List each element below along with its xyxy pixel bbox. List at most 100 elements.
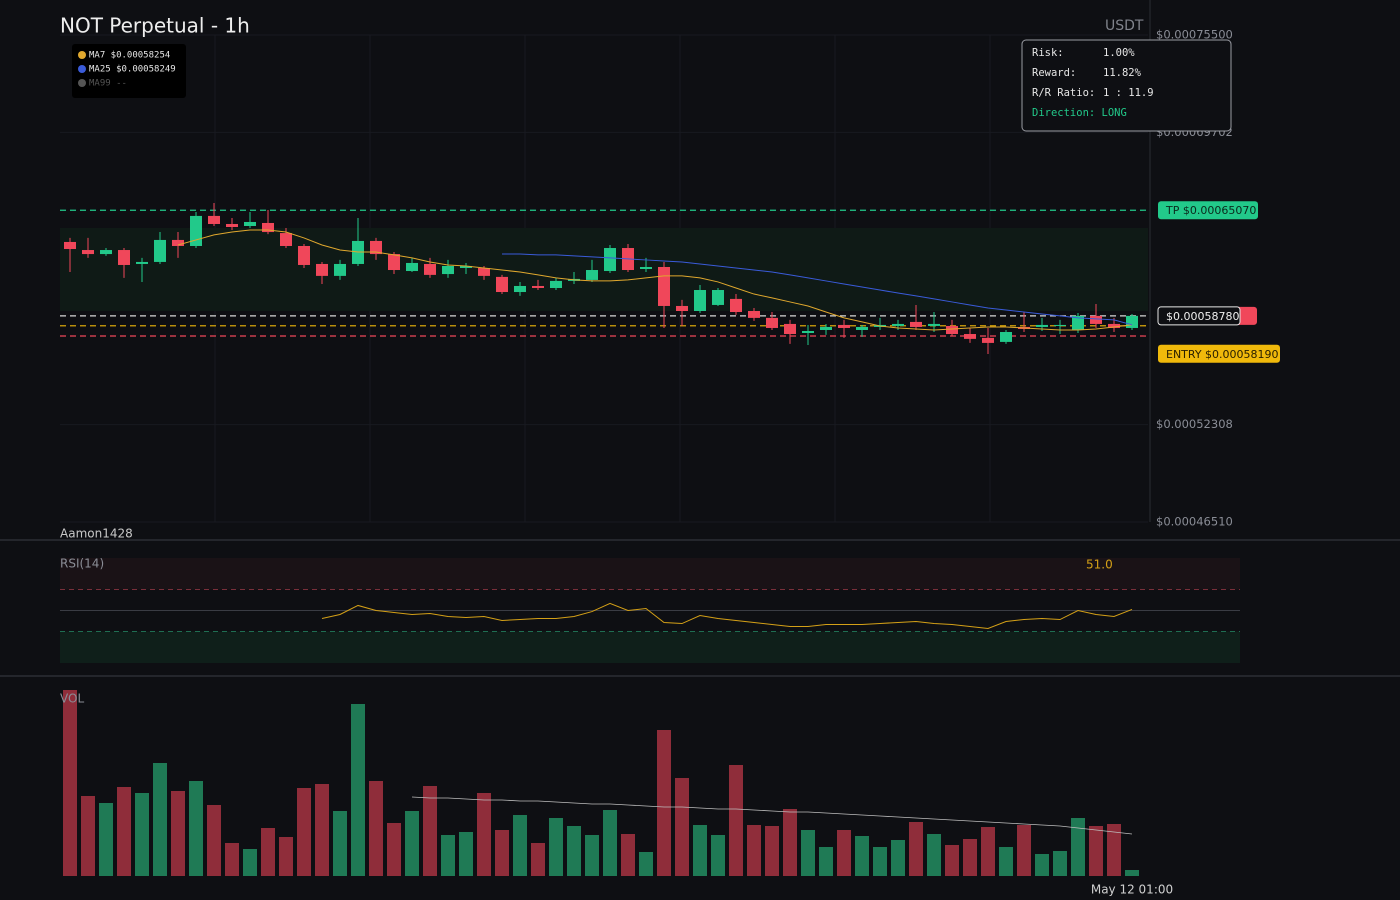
volume-bar: [243, 849, 257, 876]
volume-bar: [621, 834, 635, 876]
candle-body: [1072, 315, 1084, 330]
candle-body: [82, 250, 94, 255]
y-tick-label: $0.00052308: [1156, 417, 1233, 431]
candle-body: [712, 290, 724, 305]
volume-bar: [477, 793, 491, 876]
volume-bar: [567, 826, 581, 876]
volume-bar: [297, 788, 311, 876]
volume-bar: [459, 832, 473, 876]
legend-label: MA7 $0.00058254: [89, 51, 170, 61]
volume-bar: [963, 839, 977, 876]
candle-body: [406, 262, 418, 272]
candle-body: [784, 323, 796, 335]
author: Aamon1428: [60, 527, 133, 541]
legend-swatch: [78, 65, 86, 73]
reward-value: 11.82%: [1103, 67, 1142, 79]
candle-body: [460, 265, 472, 269]
candle-body: [658, 266, 670, 306]
volume-bar: [693, 825, 707, 876]
candle-body: [1000, 332, 1012, 342]
volume-bar: [1053, 851, 1067, 876]
volume-bar: [585, 835, 599, 876]
candle-body: [172, 239, 184, 246]
candle-body: [820, 326, 832, 330]
candle-body: [100, 250, 112, 255]
volume-bar: [135, 793, 149, 876]
candle-body: [244, 221, 256, 227]
volume-bar: [495, 830, 509, 876]
candle-body: [64, 241, 76, 250]
current-label: $0.00058780: [1166, 310, 1239, 323]
volume-bar: [783, 809, 797, 876]
candle-body: [766, 317, 778, 328]
overbought-zone: [60, 558, 1240, 590]
candle-body: [154, 239, 166, 262]
legend-swatch: [78, 79, 86, 87]
candle-body: [532, 285, 544, 288]
volume-bar: [117, 787, 131, 876]
rsi-line: [321, 602, 1133, 629]
volume-bar: [639, 852, 653, 876]
legend: MA7 $0.00058254 MA25 $0.00058249 MA99 --: [72, 44, 186, 98]
candle-body: [1090, 315, 1102, 324]
candle-body: [496, 276, 508, 293]
candle-body: [1054, 324, 1066, 326]
volume-bar: [99, 803, 113, 876]
tp-badge: [1158, 201, 1258, 220]
quote-currency: USDT: [1105, 18, 1144, 34]
x-tick-label: May 12 01:00: [1091, 883, 1173, 897]
volume-ma-line: [411, 796, 1133, 835]
volume-bar: [891, 840, 905, 876]
rsi-value-label: 51.0: [1086, 558, 1113, 572]
volume-bar: [333, 811, 347, 876]
candle-body: [964, 334, 976, 339]
candle-body: [982, 337, 994, 343]
legend-label: MA25 $0.00058249: [89, 65, 176, 75]
candle-body: [928, 323, 940, 326]
candle-body: [676, 305, 688, 312]
y-tick-label: $0.00046510: [1156, 515, 1233, 529]
volume-bar: [1089, 826, 1103, 876]
volume-title: VOL: [60, 692, 84, 706]
candle-body: [1108, 323, 1120, 328]
candle-body: [370, 240, 382, 255]
volume-bar: [765, 826, 779, 876]
y-tick-label: $0.00075500: [1156, 28, 1233, 42]
volume-bar: [423, 786, 437, 876]
candle-body: [892, 323, 904, 326]
volume-bar: [657, 730, 671, 876]
ma-line: [177, 229, 1133, 331]
candle-body: [442, 265, 454, 275]
volume-bar: [207, 805, 221, 876]
candle-body: [946, 325, 958, 335]
candle-body: [910, 321, 922, 327]
candle-body: [226, 223, 238, 228]
volume-bar: [1035, 854, 1049, 876]
candle-body: [748, 311, 760, 318]
volume-bar: [81, 796, 95, 876]
volume-bar: [1125, 870, 1139, 876]
direction: Direction: LONG: [1032, 107, 1127, 119]
candle-body: [856, 326, 868, 330]
volume-bar: [819, 847, 833, 876]
volume-bar: [549, 818, 563, 876]
candle-body: [838, 324, 850, 328]
volume-bar: [945, 845, 959, 876]
rr-value: 1 : 11.9: [1103, 87, 1154, 99]
volume-bar: [711, 835, 725, 876]
volume-bar: [675, 778, 689, 876]
rr-key: R/R Ratio:: [1032, 87, 1095, 99]
volume-bar: [387, 823, 401, 876]
candle-body: [424, 263, 436, 275]
volume-bar: [369, 781, 383, 876]
volume-bar: [225, 843, 239, 876]
ma-line: [502, 253, 1133, 326]
candle-body: [640, 266, 652, 270]
volume-bar: [927, 834, 941, 876]
oversold-zone: [60, 631, 1240, 663]
chart-title: NOT Perpetual - 1h: [60, 14, 250, 38]
candle-body: [280, 233, 292, 246]
entry-badge: [1158, 344, 1280, 363]
volume-bar: [873, 847, 887, 876]
